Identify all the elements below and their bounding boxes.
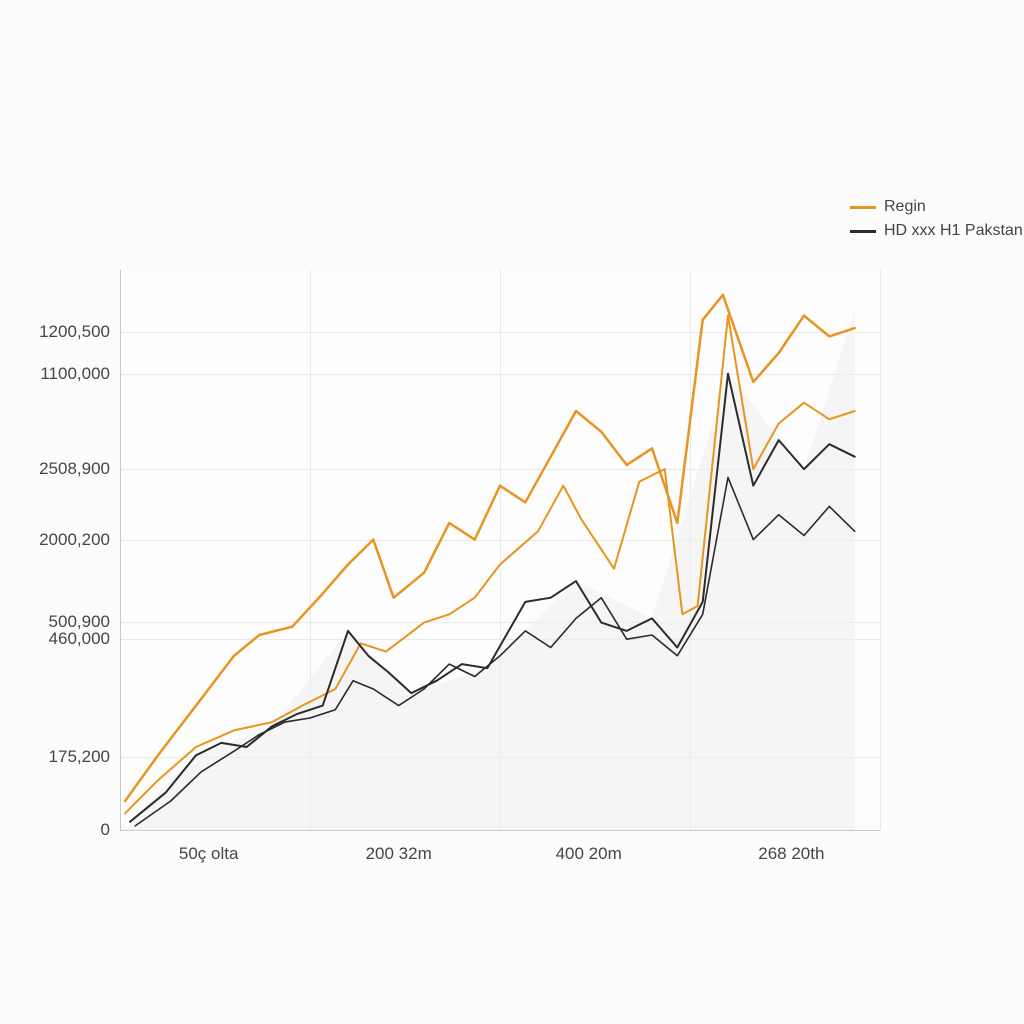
legend-item: HD xxx H1 Pakstan xyxy=(850,222,1023,240)
x-axis-label: 200 32m xyxy=(366,830,432,864)
x-axis-label: 268 20th xyxy=(758,830,824,864)
y-axis-label: 1200,500 xyxy=(39,322,120,342)
y-axis-label: 1100,000 xyxy=(40,364,120,384)
legend-label: Regin xyxy=(884,198,926,216)
area-fill xyxy=(130,312,855,831)
y-axis-label: 500,900 xyxy=(49,612,120,632)
y-axis-label: 0 xyxy=(101,820,120,840)
y-axis-label: 175,200 xyxy=(49,747,120,767)
y-axis-label: 2000,200 xyxy=(39,530,120,550)
x-axis xyxy=(120,830,880,831)
legend: Regin HD xxx H1 Pakstan xyxy=(850,198,1023,246)
x-axis-label: 50ç olta xyxy=(179,830,239,864)
y-axis-label: 2508,900 xyxy=(39,459,120,479)
series-layer xyxy=(120,270,880,830)
grid-line xyxy=(880,270,881,830)
legend-item: Regin xyxy=(850,198,1023,216)
legend-label: HD xxx H1 Pakstan xyxy=(884,222,1023,240)
x-axis-label: 400 20m xyxy=(556,830,622,864)
legend-swatch xyxy=(850,206,876,209)
plot-area: 0175,200460,000500,9002000,2002508,90011… xyxy=(120,270,880,830)
line-chart: 0175,200460,000500,9002000,2002508,90011… xyxy=(0,0,1024,1024)
legend-swatch xyxy=(850,230,876,233)
